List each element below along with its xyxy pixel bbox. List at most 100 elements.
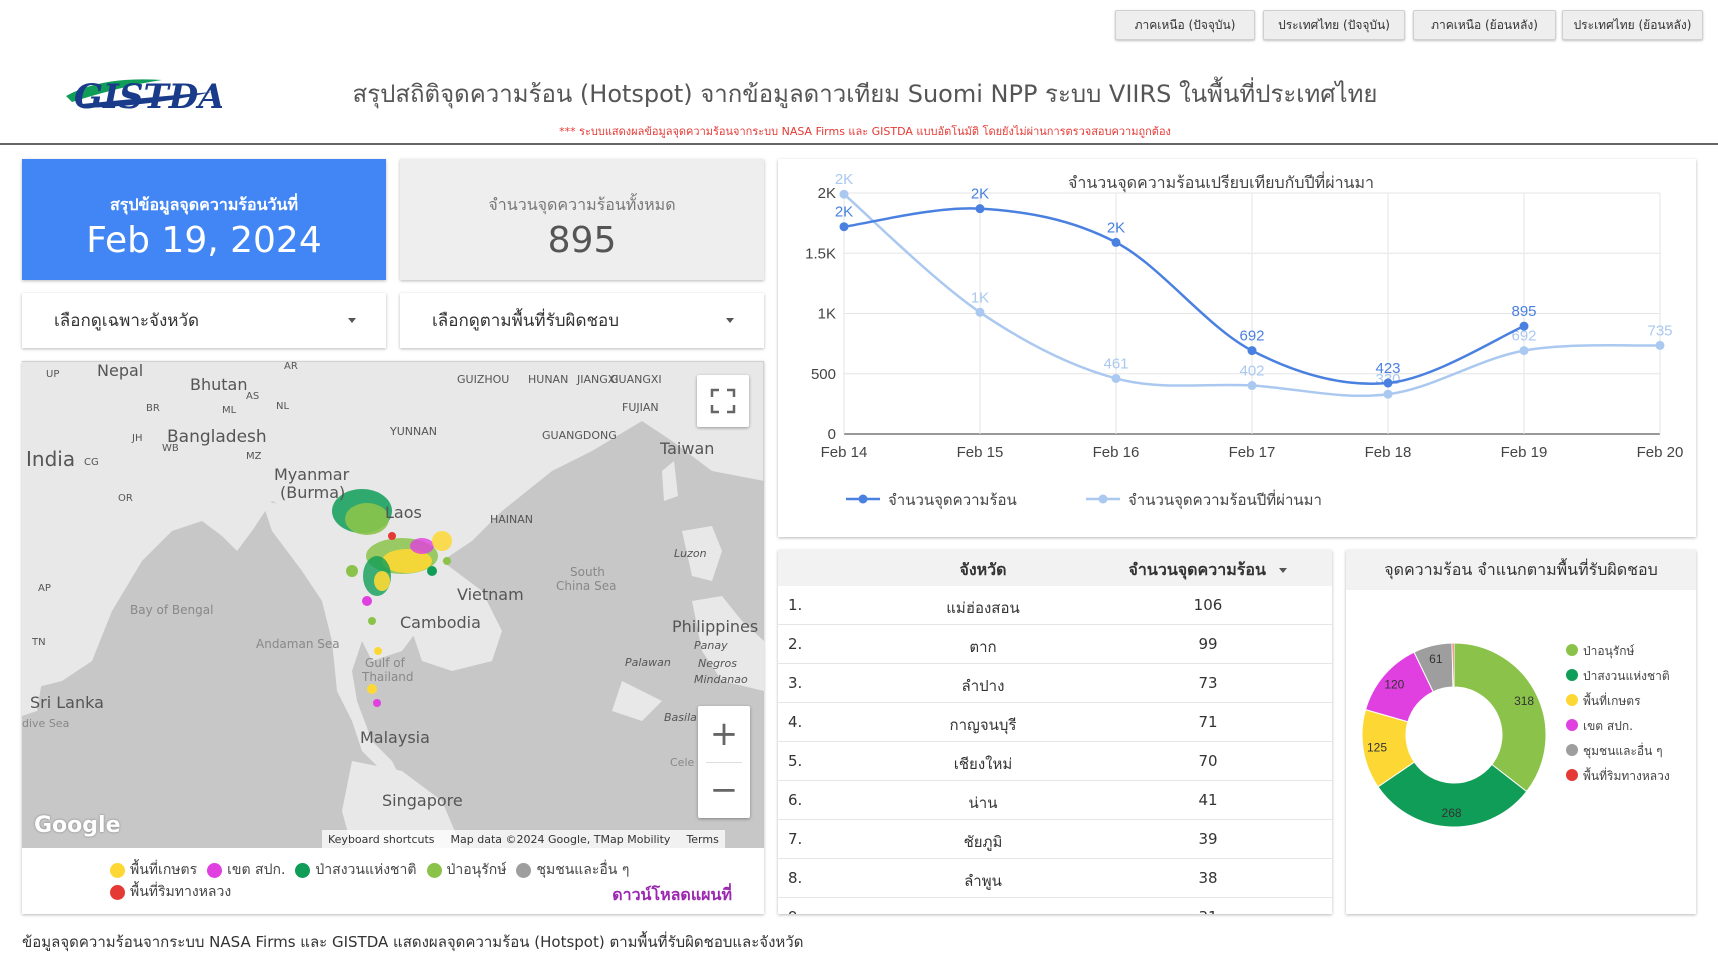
- map-label: GUANGXI: [610, 373, 662, 386]
- table-header: จังหวัด จำนวนจุดความร้อน: [778, 550, 1332, 586]
- terms-link[interactable]: Terms: [686, 832, 719, 846]
- disclaimer: *** ระบบแสดงผลข้อมูลจุดความร้อนจากระบบ N…: [559, 125, 1171, 138]
- zoom-out-button[interactable]: −: [709, 770, 739, 810]
- legend-dot-highway: [110, 884, 125, 900]
- table-row[interactable]: 4. กาญจนบุรี 71: [778, 703, 1332, 742]
- map-label: South: [570, 565, 605, 579]
- data-label: 2K: [835, 204, 853, 221]
- province-dropdown[interactable]: เลือกดูเฉพาะจังหวัด: [22, 293, 386, 348]
- map-label: Vietnam: [457, 585, 524, 604]
- row-hotspots: 106: [1193, 596, 1223, 614]
- zoom-control: + −: [698, 706, 750, 818]
- row-hotspots: 41: [1198, 791, 1218, 809]
- table-row[interactable]: 5. เชียงใหม่ 70: [778, 742, 1332, 781]
- row-rank: 5.: [788, 752, 803, 770]
- date-value: Feb 19, 2024: [86, 220, 322, 261]
- table-row[interactable]: 1. แม่ฮ่องสอน 106: [778, 586, 1332, 625]
- legend-item: พื้นที่ริมทางหลวง: [110, 881, 231, 903]
- map-label: HAINAN: [490, 513, 534, 526]
- data-label: 402: [1239, 363, 1264, 380]
- map-label: YUNNAN: [390, 425, 437, 438]
- date-summary-card: สรุปข้อมูลจุดความร้อนวันที่ Feb 19, 2024: [22, 159, 386, 280]
- legend-item: เขต สปก.: [207, 859, 285, 881]
- map-label: Nepal: [97, 361, 144, 380]
- gistda-logo: GISTDA: [62, 62, 225, 118]
- map-label: OR: [118, 493, 133, 504]
- row-province: เชียงใหม่: [953, 755, 1013, 773]
- map-label: ML: [222, 405, 237, 416]
- donut-legend-item: ป่าอนุรักษ์: [1566, 642, 1691, 661]
- data-label: 692: [1239, 328, 1264, 345]
- map-label: Taiwan: [660, 439, 715, 458]
- map-legend: พื้นที่เกษตร เขต สปก. ป่าสงวนแห่งชาติ ป่…: [110, 859, 639, 881]
- sort-desc-icon: [1279, 568, 1288, 573]
- nav-button-thailand-current[interactable]: ประเทศไทย (ปัจจุบัน): [1263, 10, 1405, 40]
- map-label: Bay of Bengal: [130, 603, 214, 617]
- row-hotspots: 73: [1198, 674, 1218, 692]
- map-label: Laos: [385, 503, 422, 522]
- nav-button-thailand-history[interactable]: ประเทศไทย (ย้อนหลัง): [1562, 10, 1703, 40]
- table-row[interactable]: 6. น่าน 41: [778, 781, 1332, 820]
- total-label: จำนวนจุดความร้อนทั้งหมด: [488, 195, 676, 214]
- province-dropdown-label: เลือกดูเฉพาะจังหวัด: [54, 311, 200, 331]
- legend-dot-reserve: [295, 862, 311, 878]
- row-hotspots: 70: [1198, 752, 1218, 770]
- map-label: Mindanao: [694, 673, 748, 686]
- donut-legend-item: ป่าสงวนแห่งชาติ: [1566, 667, 1691, 686]
- slice-label: 61: [1429, 652, 1443, 666]
- donut-legend-label: ป่าอนุรักษ์: [1583, 644, 1635, 658]
- y-tick-label: 500: [811, 366, 836, 383]
- row-rank: 6.: [788, 791, 803, 809]
- download-map-link[interactable]: ดาวน์โหลดแผนที่: [612, 885, 732, 904]
- data-label: 2K: [971, 186, 989, 203]
- map-label: dive Sea: [22, 717, 70, 730]
- legend-dot: [1566, 719, 1578, 731]
- table-row[interactable]: 7. ชัยภูมิ 39: [778, 820, 1332, 859]
- table-row[interactable]: 2. ตาก 99: [778, 625, 1332, 664]
- map-label: Basila: [664, 711, 697, 724]
- data-label: 735: [1647, 322, 1672, 339]
- map-label: China Sea: [556, 579, 617, 593]
- area-dropdown[interactable]: เลือกดูตามพื้นที่รับผิดชอบ: [400, 293, 764, 348]
- donut-legend-label: ชุมชนและอื่น ๆ: [1583, 744, 1663, 758]
- legend-marker: [1098, 494, 1108, 504]
- table-row[interactable]: 8. ลำพูน 38: [778, 859, 1332, 898]
- zoom-in-button[interactable]: +: [709, 714, 739, 754]
- slice-label: 125: [1367, 740, 1387, 754]
- map-label: AP: [38, 583, 51, 594]
- table-row[interactable]: 3. ลำปาง 73: [778, 664, 1332, 703]
- map-label: TN: [32, 637, 46, 648]
- data-point: [1519, 321, 1529, 331]
- row-province: ลำปาง: [961, 677, 1005, 695]
- map-label: NL: [276, 401, 290, 412]
- line-chart-title: จำนวนจุดความร้อนเปรียบเทียบกับปีที่ผ่านม…: [1068, 173, 1375, 192]
- legend-dot: [1566, 694, 1578, 706]
- map-label: Sri Lanka: [30, 693, 104, 712]
- data-label: 2K: [1107, 219, 1125, 236]
- donut-legend-label: ป่าสงวนแห่งชาติ: [1583, 669, 1670, 683]
- svg-text:GISTDA: GISTDA: [74, 77, 222, 117]
- donut-legend: ป่าอนุรักษ์ ป่าสงวนแห่งชาติ พื้นที่เกษตร เข…: [1566, 642, 1691, 792]
- fullscreen-button[interactable]: [697, 375, 749, 427]
- map-label: Bhutan: [190, 375, 248, 394]
- data-point: [1247, 346, 1257, 356]
- legend-item: ป่าสงวนแห่งชาติ: [295, 859, 417, 881]
- map-label: FUJIAN: [622, 401, 659, 414]
- map-label: Myanmar: [274, 465, 350, 484]
- table-row[interactable]: 9. พะเยา31: [778, 898, 1332, 914]
- nav-button-north-history[interactable]: ภาคเหนือ (ย้อนหลัง): [1413, 10, 1556, 40]
- map-label: Andaman Sea: [256, 637, 340, 651]
- slice-label: 120: [1384, 678, 1404, 692]
- map-label: AR: [284, 361, 298, 372]
- hotspot-map[interactable]: Nepal Bhutan Bangladesh India Myanmar (B…: [22, 361, 764, 848]
- nav-button-north-current[interactable]: ภาคเหนือ (ปัจจุบัน): [1115, 10, 1255, 40]
- keyboard-shortcuts-link[interactable]: Keyboard shortcuts: [328, 832, 435, 846]
- column-province[interactable]: จังหวัด: [959, 560, 1007, 579]
- legend-marker: [858, 494, 868, 504]
- column-hotspots[interactable]: จำนวนจุดความร้อน: [1098, 558, 1318, 583]
- data-point: [1111, 237, 1121, 247]
- map-label: CG: [84, 457, 99, 468]
- map-legend-row2: พื้นที่ริมทางหลวง: [110, 881, 241, 903]
- data-label: 1K: [971, 289, 989, 306]
- map-label: Bangladesh: [167, 427, 267, 447]
